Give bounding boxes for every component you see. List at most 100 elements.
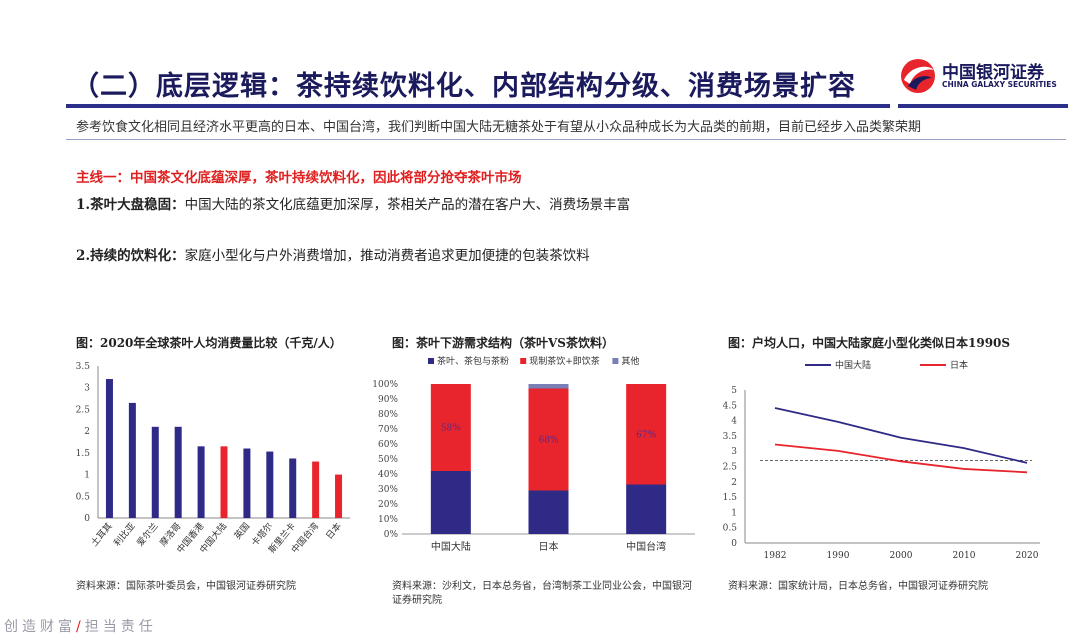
y-tick-label: 4 — [731, 417, 737, 427]
point-1-head: 1.茶叶大盘稳固： — [76, 197, 185, 213]
bar — [335, 474, 343, 518]
bar — [128, 402, 136, 518]
title-divider — [66, 104, 890, 108]
stacked-segment — [430, 471, 471, 534]
bar — [174, 426, 182, 518]
bar — [197, 446, 205, 518]
data-label: 58% — [441, 424, 461, 434]
y-tick-label: 1 — [84, 471, 90, 481]
y-tick-label: 2.5 — [723, 463, 738, 473]
stacked-segment — [528, 490, 569, 534]
x-tick-label: 1990 — [827, 551, 850, 561]
y-tick-label: 100% — [372, 380, 398, 390]
y-tick-label: 40% — [378, 470, 398, 480]
stacked-segment — [626, 384, 667, 485]
stacked-segment — [528, 384, 569, 389]
point-1-body: 中国大陆的茶文化底蕴更加深厚，茶相关产品的潜在客户大、消费场景丰富 — [184, 197, 631, 213]
company-logo: 中国银河证券 CHINA GALAXY SECURITIES — [898, 56, 1068, 96]
y-tick-label: 0.5 — [723, 524, 738, 534]
x-tick-label: 英国 — [231, 520, 252, 542]
bar — [243, 448, 251, 518]
y-tick-label: 5 — [731, 386, 737, 396]
stacked-segment — [626, 484, 667, 534]
series-line — [774, 407, 1028, 464]
y-tick-label: 30% — [378, 485, 398, 495]
y-tick-label: 2 — [731, 478, 737, 488]
chart3-source: 资料来源：国家统计局，日本总务省，中国银河证券研究院 — [728, 581, 988, 592]
y-tick-label: 1.5 — [723, 493, 738, 503]
legend-label: 中国大陆 — [835, 359, 871, 371]
legend-swatch — [428, 358, 434, 364]
intro-text: 参考饮食文化相同且经济水平更高的日本、中国台湾，我们判断中国大陆无糖茶处于有望从… — [76, 120, 922, 135]
stacked-segment — [528, 388, 569, 491]
y-tick-label: 3.5 — [76, 362, 91, 372]
y-tick-label: 3 — [84, 384, 90, 394]
bar — [105, 379, 113, 518]
y-tick-label: 90% — [378, 395, 398, 405]
mainline-heading: 主线一：中国茶文化底蕴深厚，茶叶持续饮料化，因此将部分抢夺茶叶市场 — [76, 170, 522, 186]
x-tick-label: 利比亚 — [111, 520, 138, 548]
legend-swatch — [612, 358, 619, 364]
y-tick-label: 20% — [378, 500, 398, 510]
footer-left: 创造财富 — [4, 619, 76, 635]
y-tick-label: 3 — [731, 447, 737, 457]
point-2-body: 家庭小型化与户外消费增加，推动消费者追求更加便捷的包装茶饮料 — [184, 248, 590, 264]
y-tick-label: 0 — [731, 539, 737, 549]
legend-swatch — [520, 358, 527, 364]
y-tick-label: 0 — [84, 514, 90, 524]
x-tick-label: 2010 — [953, 551, 976, 561]
page-title: （二）底层逻辑：茶持续饮料化、内部结构分级、消费场景扩容 — [72, 71, 856, 102]
legend-label: 现制茶饮+即饮茶 — [529, 355, 600, 367]
point-1: 1.茶叶大盘稳固：中国大陆的茶文化底蕴更加深厚，茶相关产品的潜在客户大、消费场景… — [76, 193, 630, 213]
y-tick-label: 2 — [84, 427, 90, 437]
y-tick-label: 3.5 — [723, 432, 738, 442]
y-tick-label: 80% — [378, 410, 398, 420]
footer-slogan: 创造财富/担当责任 — [4, 616, 157, 636]
y-tick-label: 0% — [384, 530, 399, 540]
x-tick-label: 2000 — [890, 551, 913, 561]
bar — [266, 451, 274, 518]
y-tick-label: 2.5 — [76, 405, 91, 415]
household-size-line-chart: 中国大陆 日本 0 0.5 1 1.5 2 2.5 3 3.5 4 4.5 5 1982 1990 2000 2… — [723, 359, 1040, 561]
x-tick-label: 中国台湾 — [626, 540, 666, 553]
y-tick-label: 4.5 — [723, 401, 738, 411]
y-tick-label: 50% — [378, 455, 398, 465]
chart2-source: 资料来源：沙利文，日本总务省，台湾制茶工业同业公会，中国银河证券研究院 — [392, 581, 692, 606]
data-label: 67% — [636, 430, 656, 440]
x-tick-label: 土耳其 — [88, 520, 115, 548]
legend-label: 茶叶、茶包与茶粉 — [437, 355, 509, 367]
data-label: 68% — [538, 436, 558, 446]
logo-text-cn: 中国银河证券 — [942, 63, 1044, 83]
logo-text-en: CHINA GALAXY SECURITIES — [942, 80, 1057, 89]
x-tick-label: 1982 — [764, 551, 787, 561]
x-tick-label: 中国大陆 — [431, 540, 471, 553]
demand-structure-stacked-chart: 茶叶、茶包与茶粉 现制茶饮+即饮茶 其他 0% 10% 20% 30% 40% 50% 60% 70… — [372, 355, 695, 553]
legend-label: 其他 — [621, 355, 639, 367]
y-tick-label: 1.5 — [76, 449, 91, 459]
x-tick-label: 日本 — [323, 520, 344, 542]
y-tick-label: 1 — [731, 508, 737, 518]
chart2-title: 图：茶叶下游需求结构（茶叶VS茶饮料） — [392, 336, 614, 350]
bar — [151, 426, 159, 518]
bar — [220, 446, 228, 518]
y-tick-label: 10% — [378, 515, 398, 525]
legend-label: 日本 — [950, 359, 968, 371]
galaxy-logo-icon — [901, 59, 935, 93]
y-tick-label: 70% — [378, 425, 398, 435]
bar — [312, 461, 320, 518]
footer-right: 担当责任 — [84, 619, 157, 635]
bar — [289, 458, 297, 518]
title-divider-right — [898, 104, 1068, 108]
point-2-head: 2.持续的饮料化： — [76, 248, 185, 264]
chart3-title: 图：户均人口，中国大陆家庭小型化类似日本1990S — [728, 336, 1011, 350]
chart1-title: 图：2020年全球茶叶人均消费量比较（千克/人） — [76, 336, 342, 350]
intro-divider — [66, 139, 1066, 140]
chart1-source: 资料来源：国际茶叶委员会，中国银河证券研究院 — [76, 581, 296, 592]
x-tick-label: 2020 — [1016, 551, 1039, 561]
x-tick-label: 爱尔兰 — [134, 520, 161, 548]
y-tick-label: 60% — [378, 440, 398, 450]
series-line — [774, 443, 1028, 474]
stacked-segment — [430, 384, 471, 471]
footer-slash: / — [76, 619, 85, 635]
